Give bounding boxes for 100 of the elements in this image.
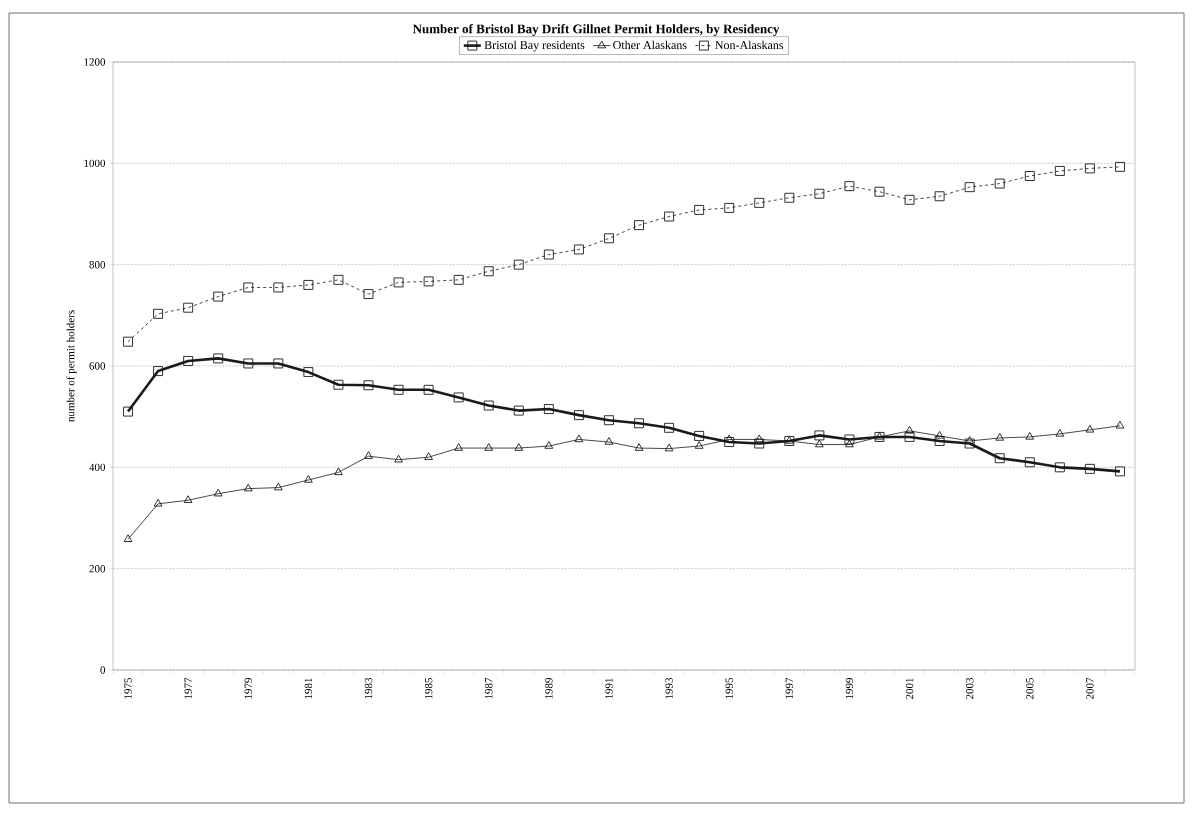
- point: [754, 434, 764, 443]
- point: [754, 438, 765, 449]
- point: [1084, 463, 1095, 474]
- point: [393, 384, 404, 395]
- point: [423, 384, 434, 395]
- legend-label: Non-Alaskans: [715, 40, 784, 50]
- y-tick-label: 800: [89, 260, 106, 269]
- point: [514, 443, 524, 451]
- point: [454, 443, 464, 451]
- point: [123, 336, 133, 347]
- point: [213, 291, 224, 302]
- y-axis-title: number of permit holders: [66, 310, 77, 422]
- point: [634, 443, 644, 451]
- point: [694, 441, 704, 449]
- x-tick-label: 1983: [364, 677, 373, 699]
- x-tick-label: 1975: [124, 677, 132, 699]
- point: [1115, 466, 1125, 477]
- point: [363, 289, 374, 299]
- x-tick-label: 1993: [665, 677, 673, 699]
- point: [1024, 457, 1035, 468]
- point: [213, 353, 224, 364]
- x-tick-label: 1985: [424, 677, 433, 699]
- point: [965, 436, 975, 444]
- point: [243, 282, 254, 293]
- point: [394, 454, 403, 463]
- point: [814, 188, 825, 199]
- point: [483, 266, 494, 277]
- point: [1024, 171, 1035, 181]
- point: [1084, 163, 1095, 174]
- point: [815, 439, 824, 448]
- point: [754, 197, 765, 208]
- point: [364, 451, 373, 459]
- point: [573, 244, 584, 255]
- y-tick-label: 600: [89, 362, 106, 370]
- x-tick-label: 2003: [965, 677, 974, 700]
- x-tick-label: 1997: [785, 677, 794, 699]
- point: [934, 436, 945, 446]
- point: [964, 182, 975, 193]
- point: [243, 358, 254, 369]
- point: [544, 441, 554, 449]
- point: [664, 443, 674, 452]
- point: [904, 431, 915, 442]
- point: [333, 274, 344, 285]
- point: [453, 392, 464, 403]
- point: [1115, 161, 1125, 172]
- point: [604, 233, 614, 244]
- point: [304, 475, 313, 483]
- point: [1054, 165, 1065, 176]
- point: [183, 355, 194, 366]
- x-tick-label: 1977: [184, 677, 192, 699]
- point: [153, 308, 164, 319]
- point: [694, 204, 705, 215]
- point: [273, 482, 283, 491]
- point: [574, 434, 584, 443]
- point: [874, 186, 885, 197]
- point: [334, 467, 343, 476]
- x-tick-label: 2001: [905, 678, 914, 700]
- point: [784, 192, 795, 203]
- point: [1085, 424, 1095, 433]
- y-tick-label: 0: [100, 666, 106, 674]
- point: [905, 425, 914, 434]
- point: [664, 211, 675, 222]
- point: [183, 302, 194, 313]
- point: [303, 279, 314, 290]
- point: [694, 430, 705, 441]
- point: [904, 194, 915, 205]
- x-tick-label: 1979: [244, 677, 252, 699]
- point: [995, 432, 1005, 441]
- legend-label: Bristol Bay residents: [484, 40, 585, 52]
- point: [634, 220, 644, 231]
- x-tick-label: 1995: [725, 677, 733, 699]
- point: [724, 437, 735, 447]
- point: [573, 410, 584, 421]
- point: [363, 380, 374, 391]
- point: [393, 277, 404, 288]
- x-tick-label: 1987: [485, 677, 493, 699]
- point: [994, 178, 1005, 189]
- y-tick-label: 400: [89, 463, 106, 472]
- x-tick-label: 2005: [1026, 677, 1034, 700]
- y-tick-label: 1200: [84, 58, 106, 66]
- x-tick-label: 1989: [545, 677, 553, 699]
- point: [123, 534, 133, 542]
- point: [513, 259, 524, 270]
- point: [453, 274, 464, 285]
- point: [935, 430, 944, 439]
- point: [724, 434, 734, 443]
- point: [1025, 431, 1035, 440]
- point: [484, 443, 494, 451]
- x-tick-label: 1991: [605, 678, 613, 699]
- point: [213, 488, 223, 497]
- point: [994, 453, 1005, 464]
- point: [814, 430, 825, 441]
- x-tick-label: 1981: [304, 678, 313, 699]
- point: [664, 422, 675, 433]
- x-tick-label: 1999: [845, 677, 854, 699]
- point: [844, 181, 855, 192]
- point: [543, 404, 554, 415]
- point: [604, 415, 614, 426]
- point: [183, 495, 193, 503]
- x-tick-label: 2007: [1086, 677, 1094, 700]
